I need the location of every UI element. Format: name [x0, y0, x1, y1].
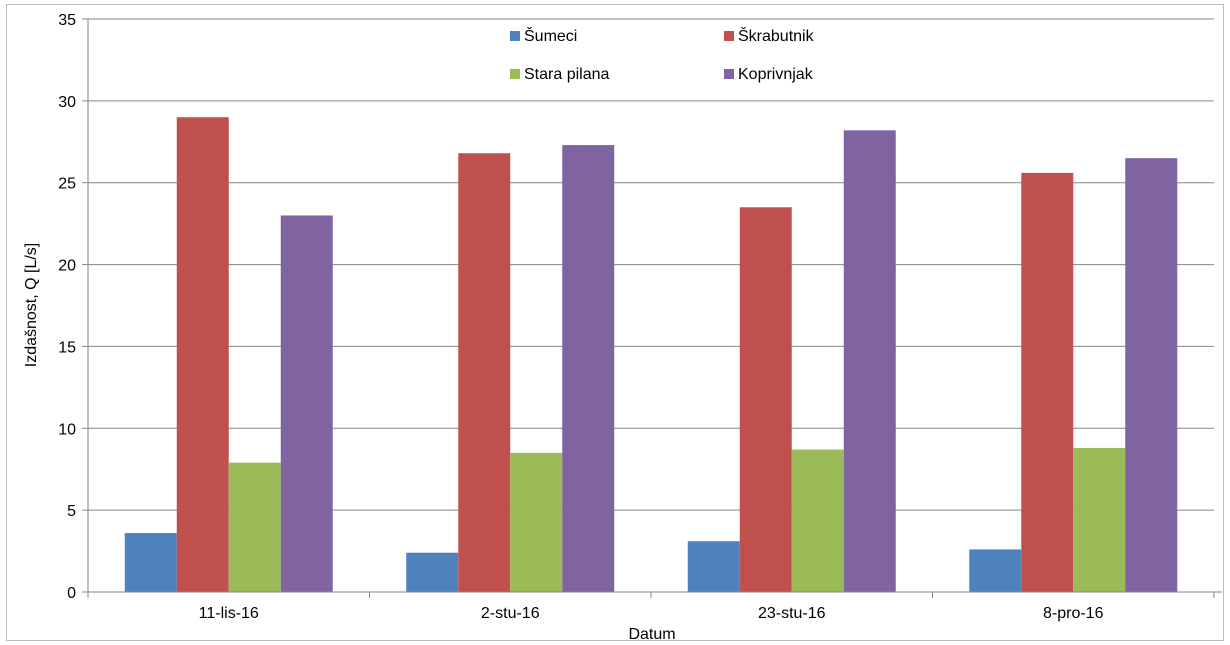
y-axis-title: Izdašnost, Q [L/s]: [23, 243, 40, 368]
bar-šumeci: [969, 549, 1022, 592]
y-tick-label: 5: [67, 503, 76, 520]
bar-koprivnjak: [562, 145, 615, 592]
y-tick-label: 30: [58, 94, 76, 111]
legend-swatch: [510, 69, 520, 79]
legend-swatch: [724, 31, 734, 41]
legend-label: Šumeci: [524, 26, 577, 45]
y-tick-label: 25: [58, 176, 76, 193]
y-tick-label: 15: [58, 339, 76, 356]
legend-label: Stara pilana: [524, 66, 609, 83]
bar-šumeci: [687, 541, 740, 592]
bar-koprivnjak: [1125, 158, 1178, 592]
axes: [87, 19, 1222, 593]
bars: [124, 117, 1178, 593]
y-tick-label: 10: [58, 421, 76, 438]
x-tick-label: 8-pro-16: [1043, 605, 1104, 622]
y-tick-label: 35: [58, 12, 76, 29]
bar-škrabutnik: [458, 153, 511, 592]
bar-šumeci: [406, 552, 459, 592]
bar-šumeci: [124, 533, 177, 592]
y-tick-label: 20: [58, 258, 76, 275]
x-tick-label: 23-stu-16: [758, 605, 826, 622]
y-ticks: 0 5 10 15 20 25 30 35: [58, 12, 88, 602]
bar-koprivnjak: [843, 130, 896, 592]
y-tick-label: 0: [67, 585, 76, 602]
bar-stara-pilana: [1073, 447, 1126, 592]
legend: Šumeci Škrabutnik Stara pilana Koprivnjak: [510, 26, 815, 83]
legend-label: Škrabutnik: [738, 26, 815, 45]
bar-škrabutnik: [1021, 172, 1074, 593]
bar-škrabutnik: [176, 117, 229, 592]
legend-swatch: [510, 31, 520, 41]
bar-stara-pilana: [510, 452, 563, 592]
bar-stara-pilana: [228, 462, 281, 592]
legend-label: Koprivnjak: [738, 66, 814, 83]
x-tick-label: 11-lis-16: [199, 605, 259, 622]
bar-škrabutnik: [739, 207, 792, 592]
x-axis-title: Datum: [628, 626, 675, 643]
bar-koprivnjak: [280, 215, 333, 592]
x-tick-label: 2-stu-16: [481, 605, 540, 622]
legend-swatch: [724, 69, 734, 79]
x-ticks: 11-lis-16 2-stu-16 23-stu-16 8-pro-16: [87, 592, 1215, 622]
bar-stara-pilana: [791, 449, 844, 592]
